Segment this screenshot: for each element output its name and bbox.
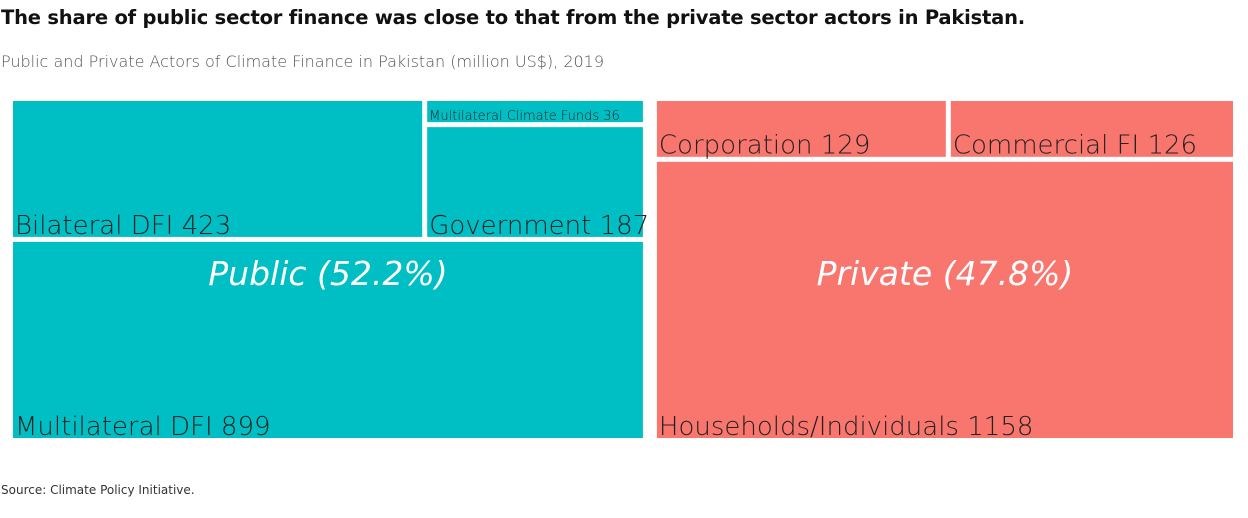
cell-multilateral-dfi <box>13 241 643 438</box>
cell-label-bilateral-dfi: Bilateral DFI 423 <box>15 211 231 241</box>
chart-subtitle: Public and Private Actors of Climate Fin… <box>1 52 605 71</box>
cell-label-households-individuals: Households/Individuals 1158 <box>659 412 1033 442</box>
cell-label-corporation: Corporation 129 <box>659 131 870 161</box>
source-note: Source: Climate Policy Initiative. <box>1 483 195 497</box>
group-label-private: Private (47.8%) <box>817 254 1074 293</box>
cell-label-multilateral-climate-funds: Multilateral Climate Funds 36 <box>429 109 620 124</box>
group-label-public: Public (52.2%) <box>208 254 447 293</box>
cell-label-government: Government 187 <box>429 211 649 241</box>
cell-label-commercial-fi: Commercial FI 126 <box>953 131 1197 161</box>
cell-multilateral-climate-funds <box>427 101 643 123</box>
cell-corporation <box>656 101 946 157</box>
chart-title: The share of public sector finance was c… <box>1 6 1026 29</box>
cell-label-multilateral-dfi: Multilateral DFI 899 <box>15 412 271 442</box>
cell-bilateral-dfi <box>13 101 423 237</box>
cell-households-individuals <box>656 161 1233 438</box>
cell-government <box>427 127 643 237</box>
cell-commercial-fi <box>950 101 1233 157</box>
